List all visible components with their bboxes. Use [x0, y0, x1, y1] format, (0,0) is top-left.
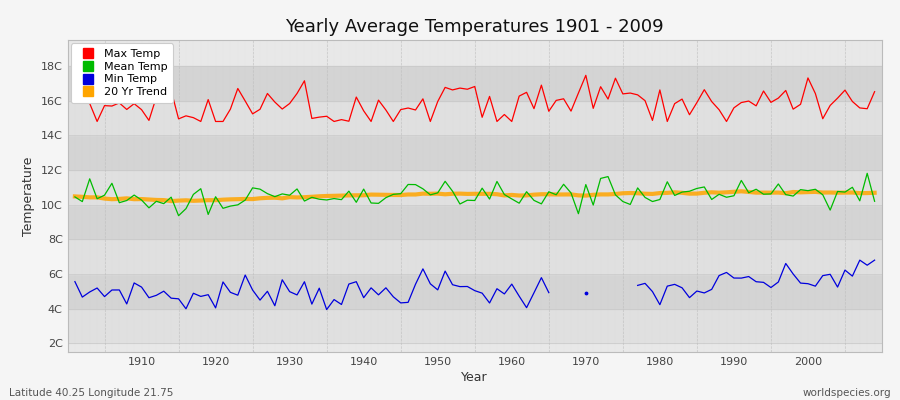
Text: worldspecies.org: worldspecies.org: [803, 388, 891, 398]
Text: Latitude 40.25 Longitude 21.75: Latitude 40.25 Longitude 21.75: [9, 388, 174, 398]
Bar: [68, 66, 882, 101]
Title: Yearly Average Temperatures 1901 - 2009: Yearly Average Temperatures 1901 - 2009: [285, 18, 664, 36]
Bar: [68, 170, 882, 205]
Bar: [68, 205, 882, 239]
Bar: [68, 239, 882, 274]
Bar: [68, 135, 882, 170]
Y-axis label: Temperature: Temperature: [22, 156, 35, 236]
X-axis label: Year: Year: [462, 371, 488, 384]
Bar: [68, 274, 882, 309]
Bar: [68, 309, 882, 343]
Bar: [68, 101, 882, 135]
Legend: Max Temp, Mean Temp, Min Temp, 20 Yr Trend: Max Temp, Mean Temp, Min Temp, 20 Yr Tre…: [71, 43, 174, 103]
